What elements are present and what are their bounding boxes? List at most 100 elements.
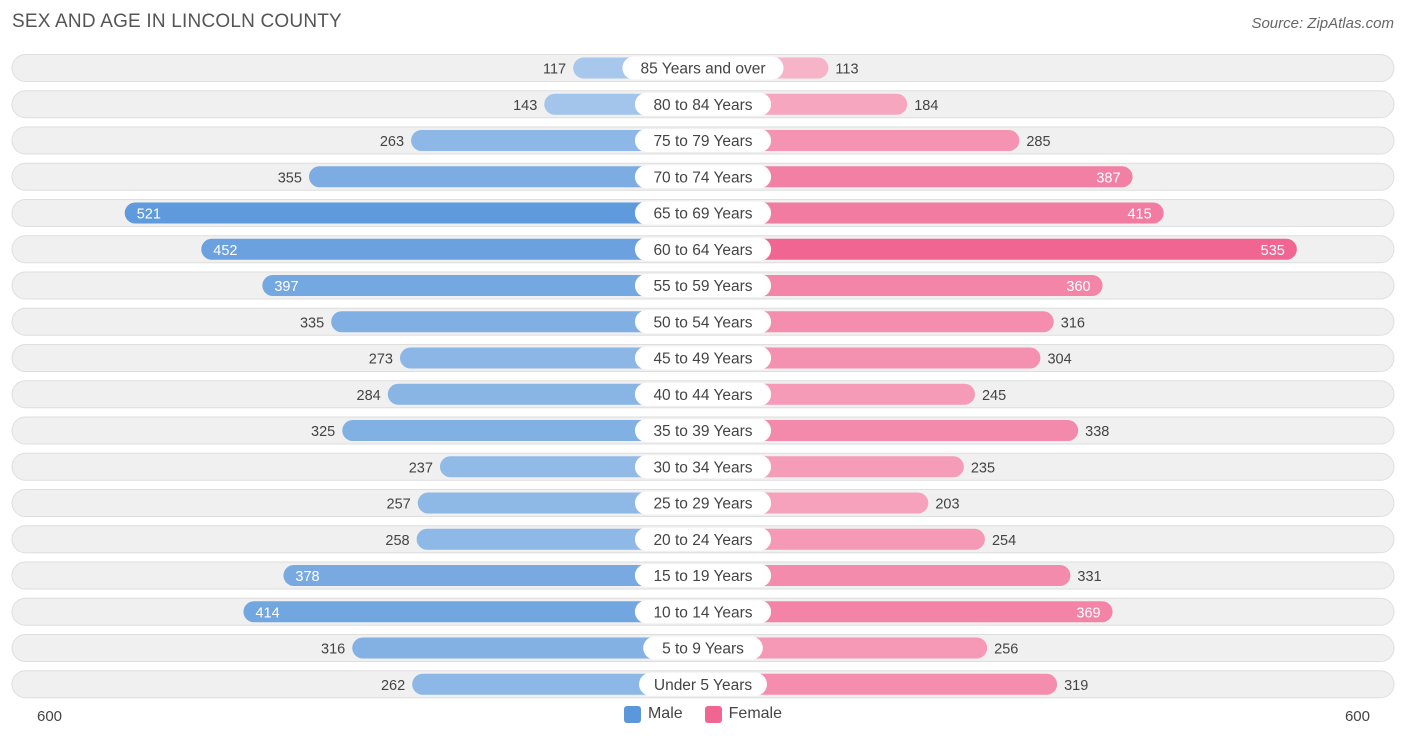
- chart-row: 40 to 44 Years 284 245: [11, 380, 1395, 409]
- chart-row: 30 to 34 Years 237 235: [11, 452, 1395, 481]
- value-label-female: 338: [1085, 424, 1109, 440]
- category-label-bg: [634, 92, 772, 116]
- bar-male: [283, 565, 703, 586]
- value-label-male: 237: [409, 460, 433, 476]
- bar-male: [124, 202, 703, 224]
- bar-female: [703, 383, 975, 405]
- value-label-female: 304: [1047, 352, 1071, 368]
- category-label: 65 to 69 Years: [653, 206, 752, 223]
- legend-item-male[interactable]: Male: [623, 705, 683, 723]
- category-label: 60 to 64 Years: [653, 242, 752, 259]
- category-label-bg: [643, 636, 763, 660]
- chart-row: 60 to 64 Years 452 535: [11, 235, 1395, 264]
- category-label: 70 to 74 Years: [653, 169, 752, 186]
- category-label-bg: [634, 419, 772, 442]
- category-label-bg: [634, 274, 772, 297]
- chart-row: 65 to 69 Years 521 415: [11, 199, 1395, 227]
- value-label-female: 256: [994, 642, 1018, 658]
- category-label: 35 to 39 Years: [653, 423, 752, 440]
- category-label: 75 to 79 Years: [653, 133, 752, 150]
- bar-female: [703, 420, 1079, 441]
- value-label-female: 387: [1096, 170, 1120, 186]
- category-label-bg: [634, 201, 772, 225]
- chart-row: 75 to 79 Years 263 285: [11, 126, 1395, 155]
- value-label-male: 378: [295, 569, 319, 585]
- chart-row: 35 to 39 Years 325 338: [11, 416, 1395, 445]
- bar-male: [262, 275, 703, 296]
- bar-female: [703, 601, 1113, 623]
- bar-female: [703, 637, 988, 659]
- bar-female: [703, 311, 1054, 333]
- bar-male: [417, 492, 703, 514]
- bar-male: [308, 166, 703, 188]
- category-label-bg: [634, 491, 772, 515]
- value-label-female: 331: [1077, 569, 1101, 585]
- chart-title: SEX AND AGE IN LINCOLN COUNTY: [12, 11, 342, 32]
- chart-row: 20 to 24 Years 258 254: [11, 525, 1395, 554]
- axis-right-label: 600: [1344, 708, 1370, 725]
- axis-left-label: 600: [37, 708, 63, 725]
- value-label-male: 316: [321, 642, 345, 658]
- category-label-bg: [634, 165, 772, 189]
- bar-female: [703, 238, 1297, 260]
- value-label-male: 262: [381, 678, 405, 694]
- bar-male: [399, 347, 703, 369]
- value-label-male: 143: [513, 98, 537, 114]
- value-label-male: 414: [255, 605, 279, 621]
- bar-female: [703, 166, 1133, 188]
- bar-male: [416, 528, 703, 550]
- legend-item-female[interactable]: Female: [704, 705, 783, 723]
- category-label: 45 to 49 Years: [653, 351, 752, 368]
- category-label-bg: [622, 56, 784, 80]
- value-label-female: 415: [1127, 207, 1151, 223]
- category-label: 25 to 29 Years: [653, 496, 752, 513]
- value-label-male: 335: [300, 315, 324, 331]
- value-label-female: 184: [914, 98, 938, 114]
- value-label-female: 203: [935, 497, 959, 513]
- chart-row: 70 to 74 Years 355 387: [11, 162, 1395, 191]
- value-label-male: 452: [213, 243, 237, 259]
- bar-female: [703, 528, 985, 550]
- bar-female: [703, 565, 1071, 586]
- value-label-female: 369: [1076, 605, 1100, 621]
- category-label: Under 5 Years: [654, 677, 752, 694]
- legend-label-male: Male: [647, 705, 683, 722]
- chart-plot: 85 Years and over 117 113 80 to 84 Years 143…: [11, 54, 1395, 699]
- bar-female: [703, 130, 1020, 151]
- category-label-bg: [634, 237, 772, 261]
- chart-row: 45 to 49 Years 273 304: [11, 344, 1395, 372]
- bar-male: [411, 130, 703, 151]
- bar-male: [331, 311, 703, 333]
- category-label-bg: [634, 310, 772, 334]
- value-label-female: 285: [1026, 134, 1050, 150]
- value-label-female: 316: [1061, 315, 1085, 331]
- value-label-female: 254: [992, 533, 1016, 549]
- legend-swatch-female: [704, 705, 722, 723]
- chart-source: Source: ZipAtlas.com: [1251, 15, 1394, 32]
- bar-female: [703, 347, 1041, 369]
- bar-male: [412, 673, 703, 695]
- category-label-bg: [634, 527, 772, 551]
- category-label-bg: [634, 382, 772, 406]
- category-label: 15 to 19 Years: [653, 568, 752, 585]
- legend-swatch-male: [623, 705, 641, 723]
- chart-row: 15 to 19 Years 378 331: [11, 561, 1395, 590]
- chart-row: 80 to 84 Years 143 184: [11, 90, 1395, 119]
- bar-male: [342, 420, 703, 441]
- value-label-male: 263: [380, 134, 404, 150]
- category-label-bg: [634, 129, 772, 152]
- chart-row: 85 Years and over 117 113: [11, 54, 1395, 82]
- bar-male: [352, 637, 703, 659]
- category-label: 30 to 34 Years: [653, 459, 752, 476]
- bar-female: [703, 673, 1058, 695]
- category-label-bg: [634, 564, 772, 587]
- category-label: 40 to 44 Years: [653, 387, 752, 404]
- category-label: 5 to 9 Years: [662, 641, 744, 658]
- legend-label-female: Female: [728, 705, 783, 722]
- bar-male: [387, 383, 703, 405]
- value-label-female: 113: [835, 62, 858, 78]
- value-label-male: 273: [369, 352, 393, 368]
- value-label-female: 360: [1066, 279, 1090, 295]
- category-label-bg: [634, 455, 772, 479]
- chart-row: 25 to 29 Years 257 203: [11, 489, 1395, 517]
